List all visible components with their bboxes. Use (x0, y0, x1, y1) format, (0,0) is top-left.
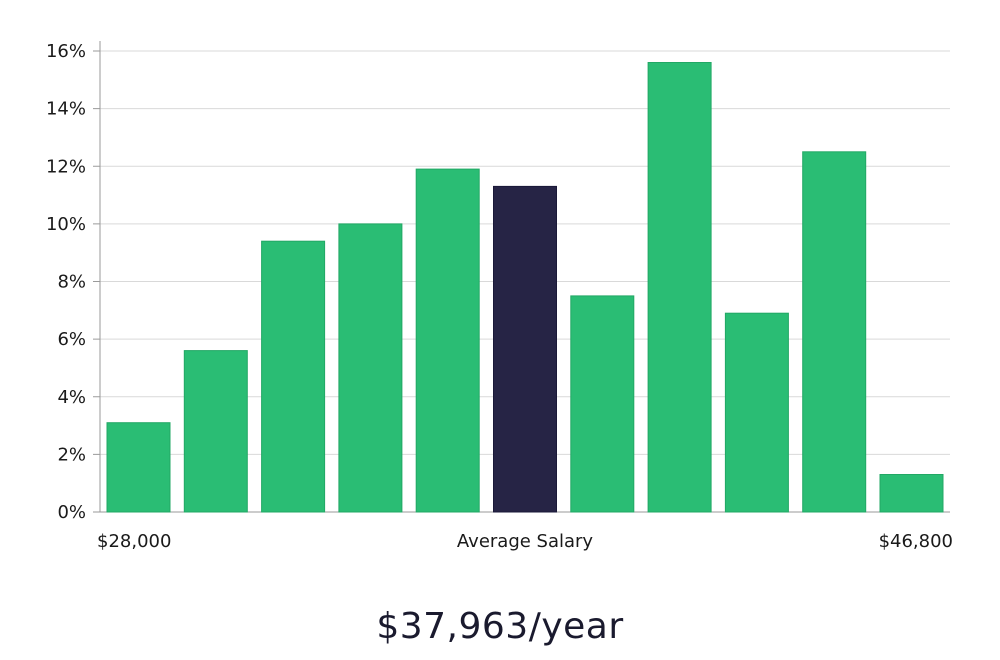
y-tick-label: 4% (57, 387, 86, 408)
y-tick-label: 12% (46, 156, 86, 177)
y-tick-label: 2% (57, 444, 86, 465)
x-min-label: $28,000 (97, 531, 171, 552)
average-salary-value: $37,963/year (376, 606, 624, 647)
x-max-label: $46,800 (879, 531, 953, 552)
bars (106, 62, 944, 513)
x-axis-title: Average Salary (457, 531, 594, 552)
y-axis-ticks: 0% 2% 4% 6% 8% 10% 12% 14% 16% (46, 41, 100, 523)
bar (879, 474, 944, 513)
y-tick-label: 10% (46, 214, 86, 235)
y-tick-label: 0% (57, 502, 86, 523)
bar-highlighted-average (493, 185, 557, 513)
bar (570, 295, 635, 513)
salary-histogram: 0% 2% 4% 6% 8% 10% 12% 14% 16% $28,000 Average S… (46, 41, 953, 552)
bar (183, 350, 248, 513)
bar (261, 240, 326, 513)
bar (106, 422, 171, 513)
y-tick-label: 16% (46, 41, 86, 62)
y-tick-label: 8% (57, 272, 86, 293)
y-tick-label: 14% (46, 99, 86, 120)
bar (647, 62, 712, 513)
bar (415, 168, 480, 513)
bar (724, 312, 789, 513)
bar (338, 223, 403, 513)
bar (802, 151, 867, 513)
y-tick-label: 6% (57, 329, 86, 350)
